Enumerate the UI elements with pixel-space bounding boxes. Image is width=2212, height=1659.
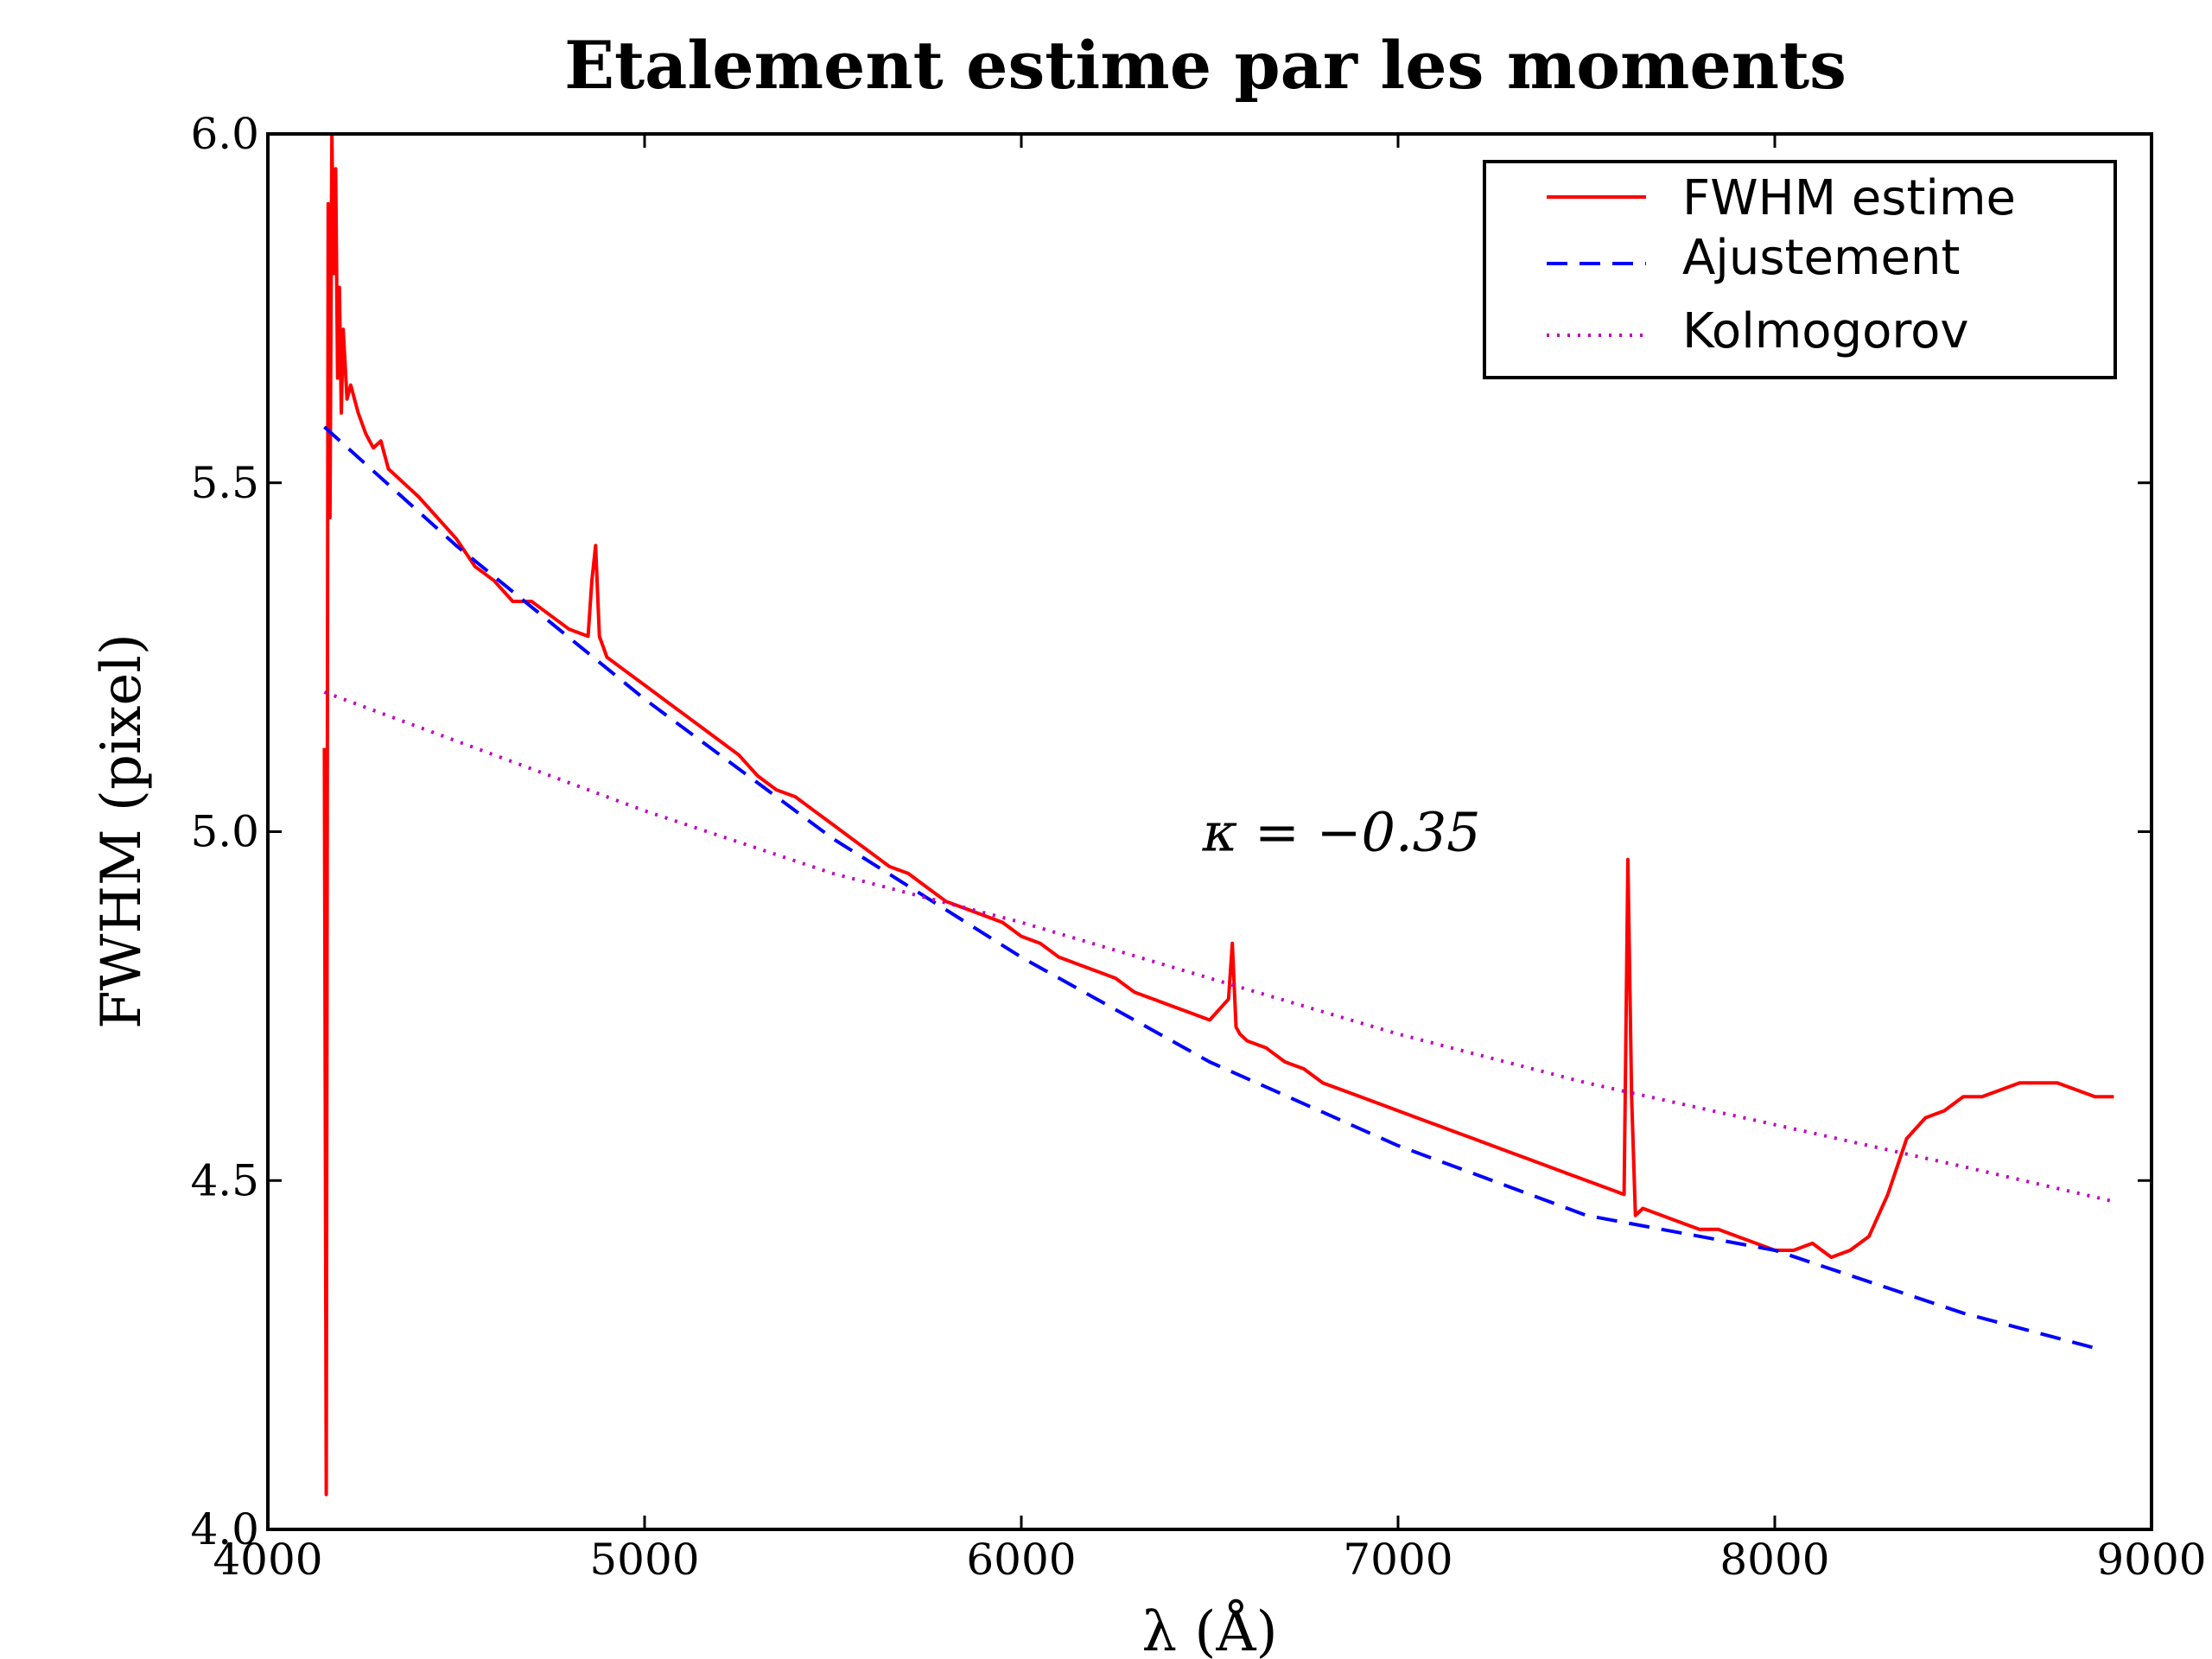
series-line-ajustement bbox=[323, 425, 2096, 1351]
tick-layer: 4000 5000 6000 7000 8000 9000 4.0 4.5 5.0 5.5 6.0 bbox=[190, 109, 2206, 1585]
legend: FWHM estime Ajustement Kolmogorov bbox=[1483, 160, 2117, 379]
x-tick-label: 6000 bbox=[966, 1535, 1076, 1585]
y-tick-label: 4.0 bbox=[190, 1504, 259, 1554]
y-axis-label: FWHM (pixel) bbox=[90, 633, 154, 1029]
legend-label-kolmogorov: Kolmogorov bbox=[1682, 303, 1969, 359]
kappa-annotation: κ = −0.35 bbox=[1202, 801, 1481, 864]
series-line-fwhm-estime bbox=[322, 134, 2114, 1497]
x-tick-label: 5000 bbox=[589, 1535, 699, 1585]
series-layer bbox=[322, 134, 2114, 1497]
y-tick-label: 6.0 bbox=[190, 109, 259, 159]
x-tick-label: 4000 bbox=[213, 1535, 322, 1585]
x-tick-label: 7000 bbox=[1343, 1535, 1452, 1585]
chart-title: Etalement estime par les moments bbox=[564, 27, 1847, 104]
x-tick-label: 8000 bbox=[1719, 1535, 1829, 1585]
y-tick-label: 5.0 bbox=[190, 807, 259, 857]
legend-label-fwhm-estime: FWHM estime bbox=[1682, 170, 2016, 226]
y-tick-label: 5.5 bbox=[190, 458, 259, 508]
x-axis-label: λ (Å) bbox=[1141, 1599, 1277, 1659]
x-tick-label: 9000 bbox=[2096, 1535, 2206, 1585]
y-tick-label: 4.5 bbox=[190, 1155, 259, 1205]
legend-label-ajustement: Ajustement bbox=[1682, 230, 1960, 286]
